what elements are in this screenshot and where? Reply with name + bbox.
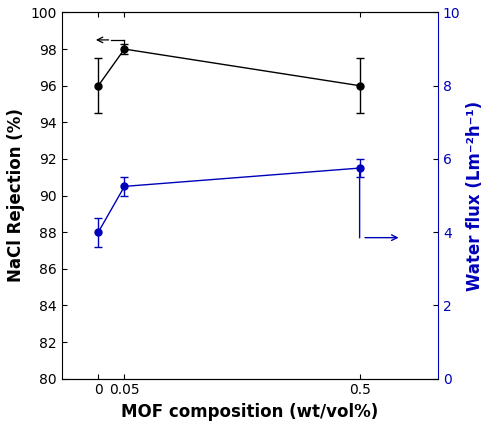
Y-axis label: Water flux (Lm⁻²h⁻¹): Water flux (Lm⁻²h⁻¹) [466,101,484,291]
Y-axis label: NaCl Rejection (%): NaCl Rejection (%) [7,109,25,282]
X-axis label: MOF composition (wt/vol%): MOF composition (wt/vol%) [121,403,379,421]
